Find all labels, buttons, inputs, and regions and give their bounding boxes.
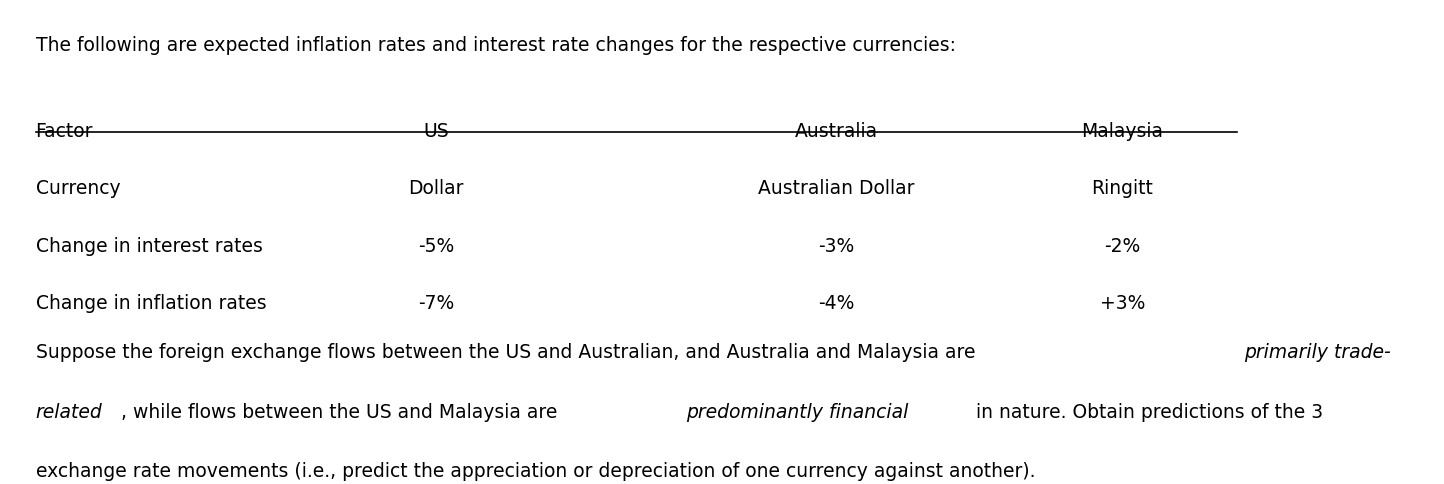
Text: -7%: -7%	[417, 294, 453, 313]
Text: Australia: Australia	[794, 122, 878, 141]
Text: Malaysia: Malaysia	[1082, 122, 1164, 141]
Text: Currency: Currency	[36, 179, 120, 198]
Text: Factor: Factor	[36, 122, 92, 141]
Text: exchange rate movements (i.e., predict the appreciation or depreciation of one c: exchange rate movements (i.e., predict t…	[36, 462, 1035, 481]
Text: Suppose the foreign exchange flows between the US and Australian, and Australia : Suppose the foreign exchange flows betwe…	[36, 343, 980, 362]
Text: predominantly financial: predominantly financial	[686, 403, 908, 422]
Text: -2%: -2%	[1105, 237, 1141, 256]
Text: Change in interest rates: Change in interest rates	[36, 237, 263, 256]
Text: US: US	[423, 122, 449, 141]
Text: Ringitt: Ringitt	[1092, 179, 1154, 198]
Text: , while flows between the US and Malaysia are: , while flows between the US and Malaysi…	[121, 403, 563, 422]
Text: The following are expected inflation rates and interest rate changes for the res: The following are expected inflation rat…	[36, 36, 956, 55]
Text: -3%: -3%	[819, 237, 855, 256]
Text: primarily trade-: primarily trade-	[1243, 343, 1391, 362]
Text: Dollar: Dollar	[409, 179, 464, 198]
Text: -5%: -5%	[417, 237, 453, 256]
Text: -4%: -4%	[819, 294, 855, 313]
Text: in nature. Obtain predictions of the 3: in nature. Obtain predictions of the 3	[970, 403, 1324, 422]
Text: related: related	[36, 403, 103, 422]
Text: +3%: +3%	[1100, 294, 1145, 313]
Text: Australian Dollar: Australian Dollar	[758, 179, 914, 198]
Text: Change in inflation rates: Change in inflation rates	[36, 294, 266, 313]
